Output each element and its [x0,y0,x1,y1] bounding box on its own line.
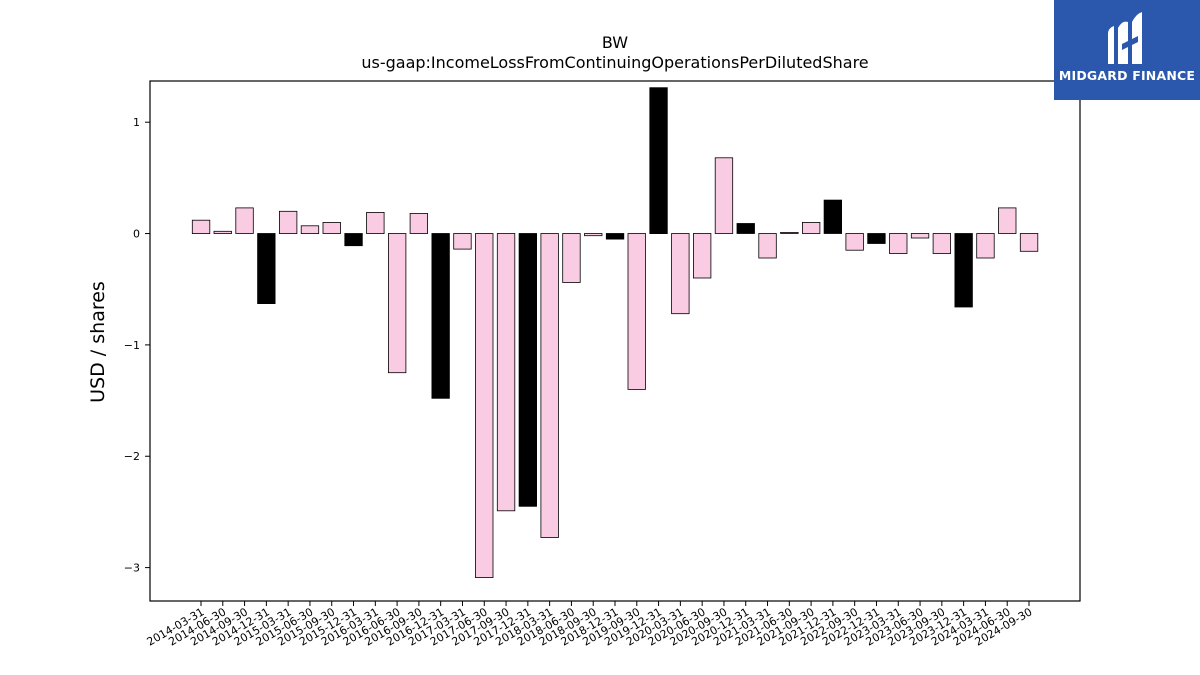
bar-2023-12-31 [954,233,973,308]
y-axis: 1 0 −1 −2 −3 [124,116,150,575]
bar-2023-06-30 [910,233,930,239]
chart-title: BW [602,33,628,52]
bar-2019-09-30 [627,233,646,390]
bar-2016-03-31 [366,211,385,234]
chart-subtitle: us-gaap:IncomeLossFromContinuingOperatio… [361,53,868,72]
bar-2021-06-30 [780,231,799,234]
bar-2015-03-31 [278,210,298,235]
bar-2018-09-30 [584,233,603,237]
bar-2017-03-31 [453,233,472,250]
plot-frame [149,80,1081,602]
bar-2018-12-31 [605,233,625,240]
bar-2021-12-31 [823,199,842,234]
bar-2014-12-31 [257,233,276,304]
y-tick-label: −2 [124,450,140,463]
bar-2021-03-31 [758,233,777,259]
bar-2020-06-30 [693,233,712,279]
midgard-logo-icon [1108,12,1142,65]
bar-2022-12-31 [867,233,886,244]
bar-2020-03-31 [671,233,690,315]
bar-2016-06-30 [387,233,407,374]
bar-2015-09-30 [322,221,341,234]
y-axis-label: USD / shares [87,281,109,403]
bar-2021-09-30 [802,221,821,234]
bar-2014-06-30 [213,230,232,234]
bars-group [191,87,1039,579]
y-tick-label: 0 [133,228,140,241]
bar-2014-03-31 [191,219,211,234]
brand-name: MIDGARD FINANCE [1058,68,1196,83]
bar-2018-06-30 [562,233,581,283]
bar-2023-09-30 [932,233,951,254]
bar-2023-03-31 [889,233,908,254]
brand-logo: MIDGARD FINANCE [1054,0,1200,100]
bar-2016-09-30 [409,213,429,234]
bar-2020-12-31 [736,223,755,234]
bar-2016-12-31 [431,233,450,399]
bar-2019-12-31 [649,87,668,234]
bar-2017-06-30 [475,233,494,579]
bar-2024-06-30 [998,207,1017,234]
bar-2022-09-30 [845,233,864,251]
bar-2014-09-30 [235,207,254,234]
y-tick-label: −1 [124,339,140,352]
bar-2018-03-31 [540,233,559,538]
x-axis: 2014-03-312014-06-302014-09-302014-12-31… [145,601,1035,649]
bar-2017-12-31 [518,233,537,507]
bar-2024-09-30 [1019,233,1039,252]
bar-2024-03-31 [976,233,995,259]
bar-2017-09-30 [496,233,516,512]
bar-2015-06-30 [300,225,320,235]
bar-2015-12-31 [344,233,363,247]
bar-2020-09-30 [714,157,734,234]
y-tick-label: −3 [124,562,140,575]
y-tick-label: 1 [133,116,140,129]
